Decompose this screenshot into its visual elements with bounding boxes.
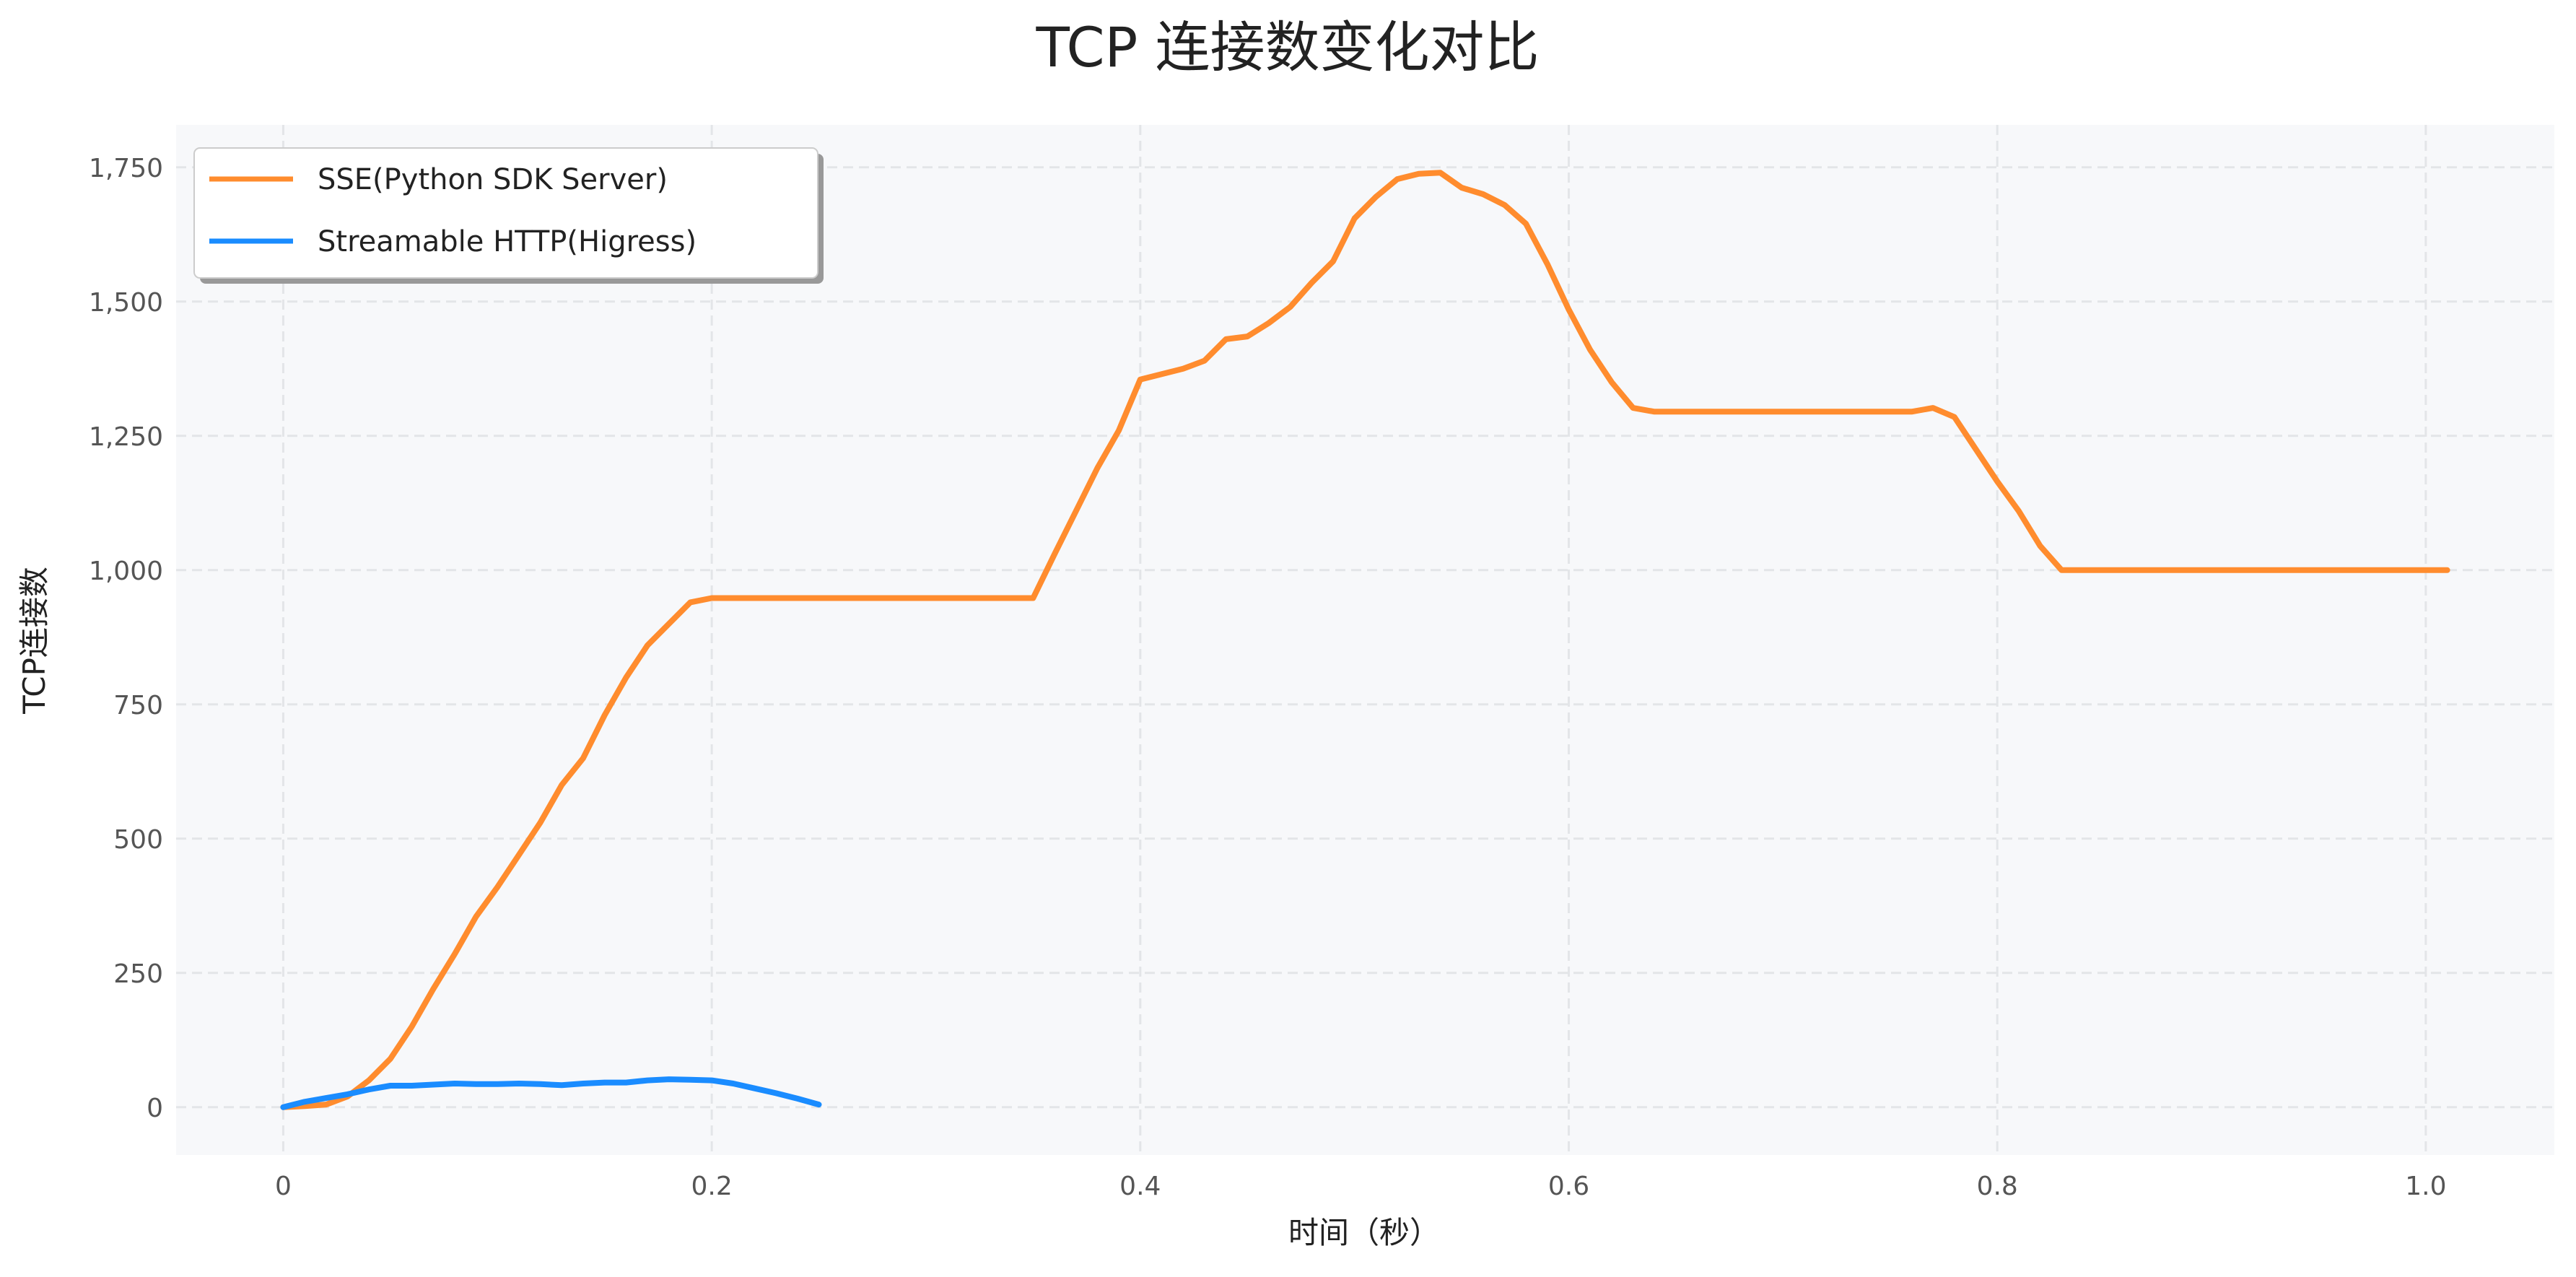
- y-tick-label: 0: [147, 1094, 163, 1123]
- legend-label-streamable-http: Streamable HTTP(Higress): [318, 225, 697, 258]
- y-tick-label: 250: [113, 959, 163, 989]
- y-axis-label: TCP连接数: [17, 567, 52, 715]
- y-tick-label: 500: [113, 825, 163, 855]
- legend-label-sse: SSE(Python SDK Server): [318, 163, 668, 196]
- x-axis-ticks: 0 0.2 0.4 0.6 0.8 1.0: [275, 1172, 2447, 1201]
- y-tick-label: 1,500: [89, 288, 163, 318]
- series-lines: [280, 170, 2450, 1110]
- x-axis-label: 时间（秒）: [1288, 1215, 1440, 1250]
- x-tick-label: 0: [275, 1172, 292, 1201]
- y-axis-ticks: 0 250 500 750 1,000 1,250 1,500 1,750: [89, 154, 163, 1123]
- y-tick-label: 1,000: [89, 557, 163, 586]
- x-tick-label: 0.6: [1548, 1172, 1589, 1201]
- series-line-streamable-http: [280, 1076, 822, 1110]
- legend: SSE(Python SDK Server) Streamable HTTP(H…: [193, 147, 824, 284]
- y-tick-label: 750: [113, 691, 163, 720]
- y-tick-label: 1,750: [89, 154, 163, 183]
- y-tick-label: 1,250: [89, 422, 163, 452]
- plot-area: [176, 125, 2554, 1155]
- chart-title: TCP 连接数变化对比: [1035, 15, 1539, 79]
- x-tick-label: 0.4: [1119, 1172, 1161, 1201]
- series-line-sse: [280, 170, 2450, 1110]
- legend-box: [193, 147, 818, 279]
- x-tick-label: 0.2: [691, 1172, 732, 1201]
- grid-lines: [176, 125, 2554, 1155]
- x-tick-label: 0.8: [1977, 1172, 2018, 1201]
- x-tick-label: 1.0: [2405, 1172, 2446, 1201]
